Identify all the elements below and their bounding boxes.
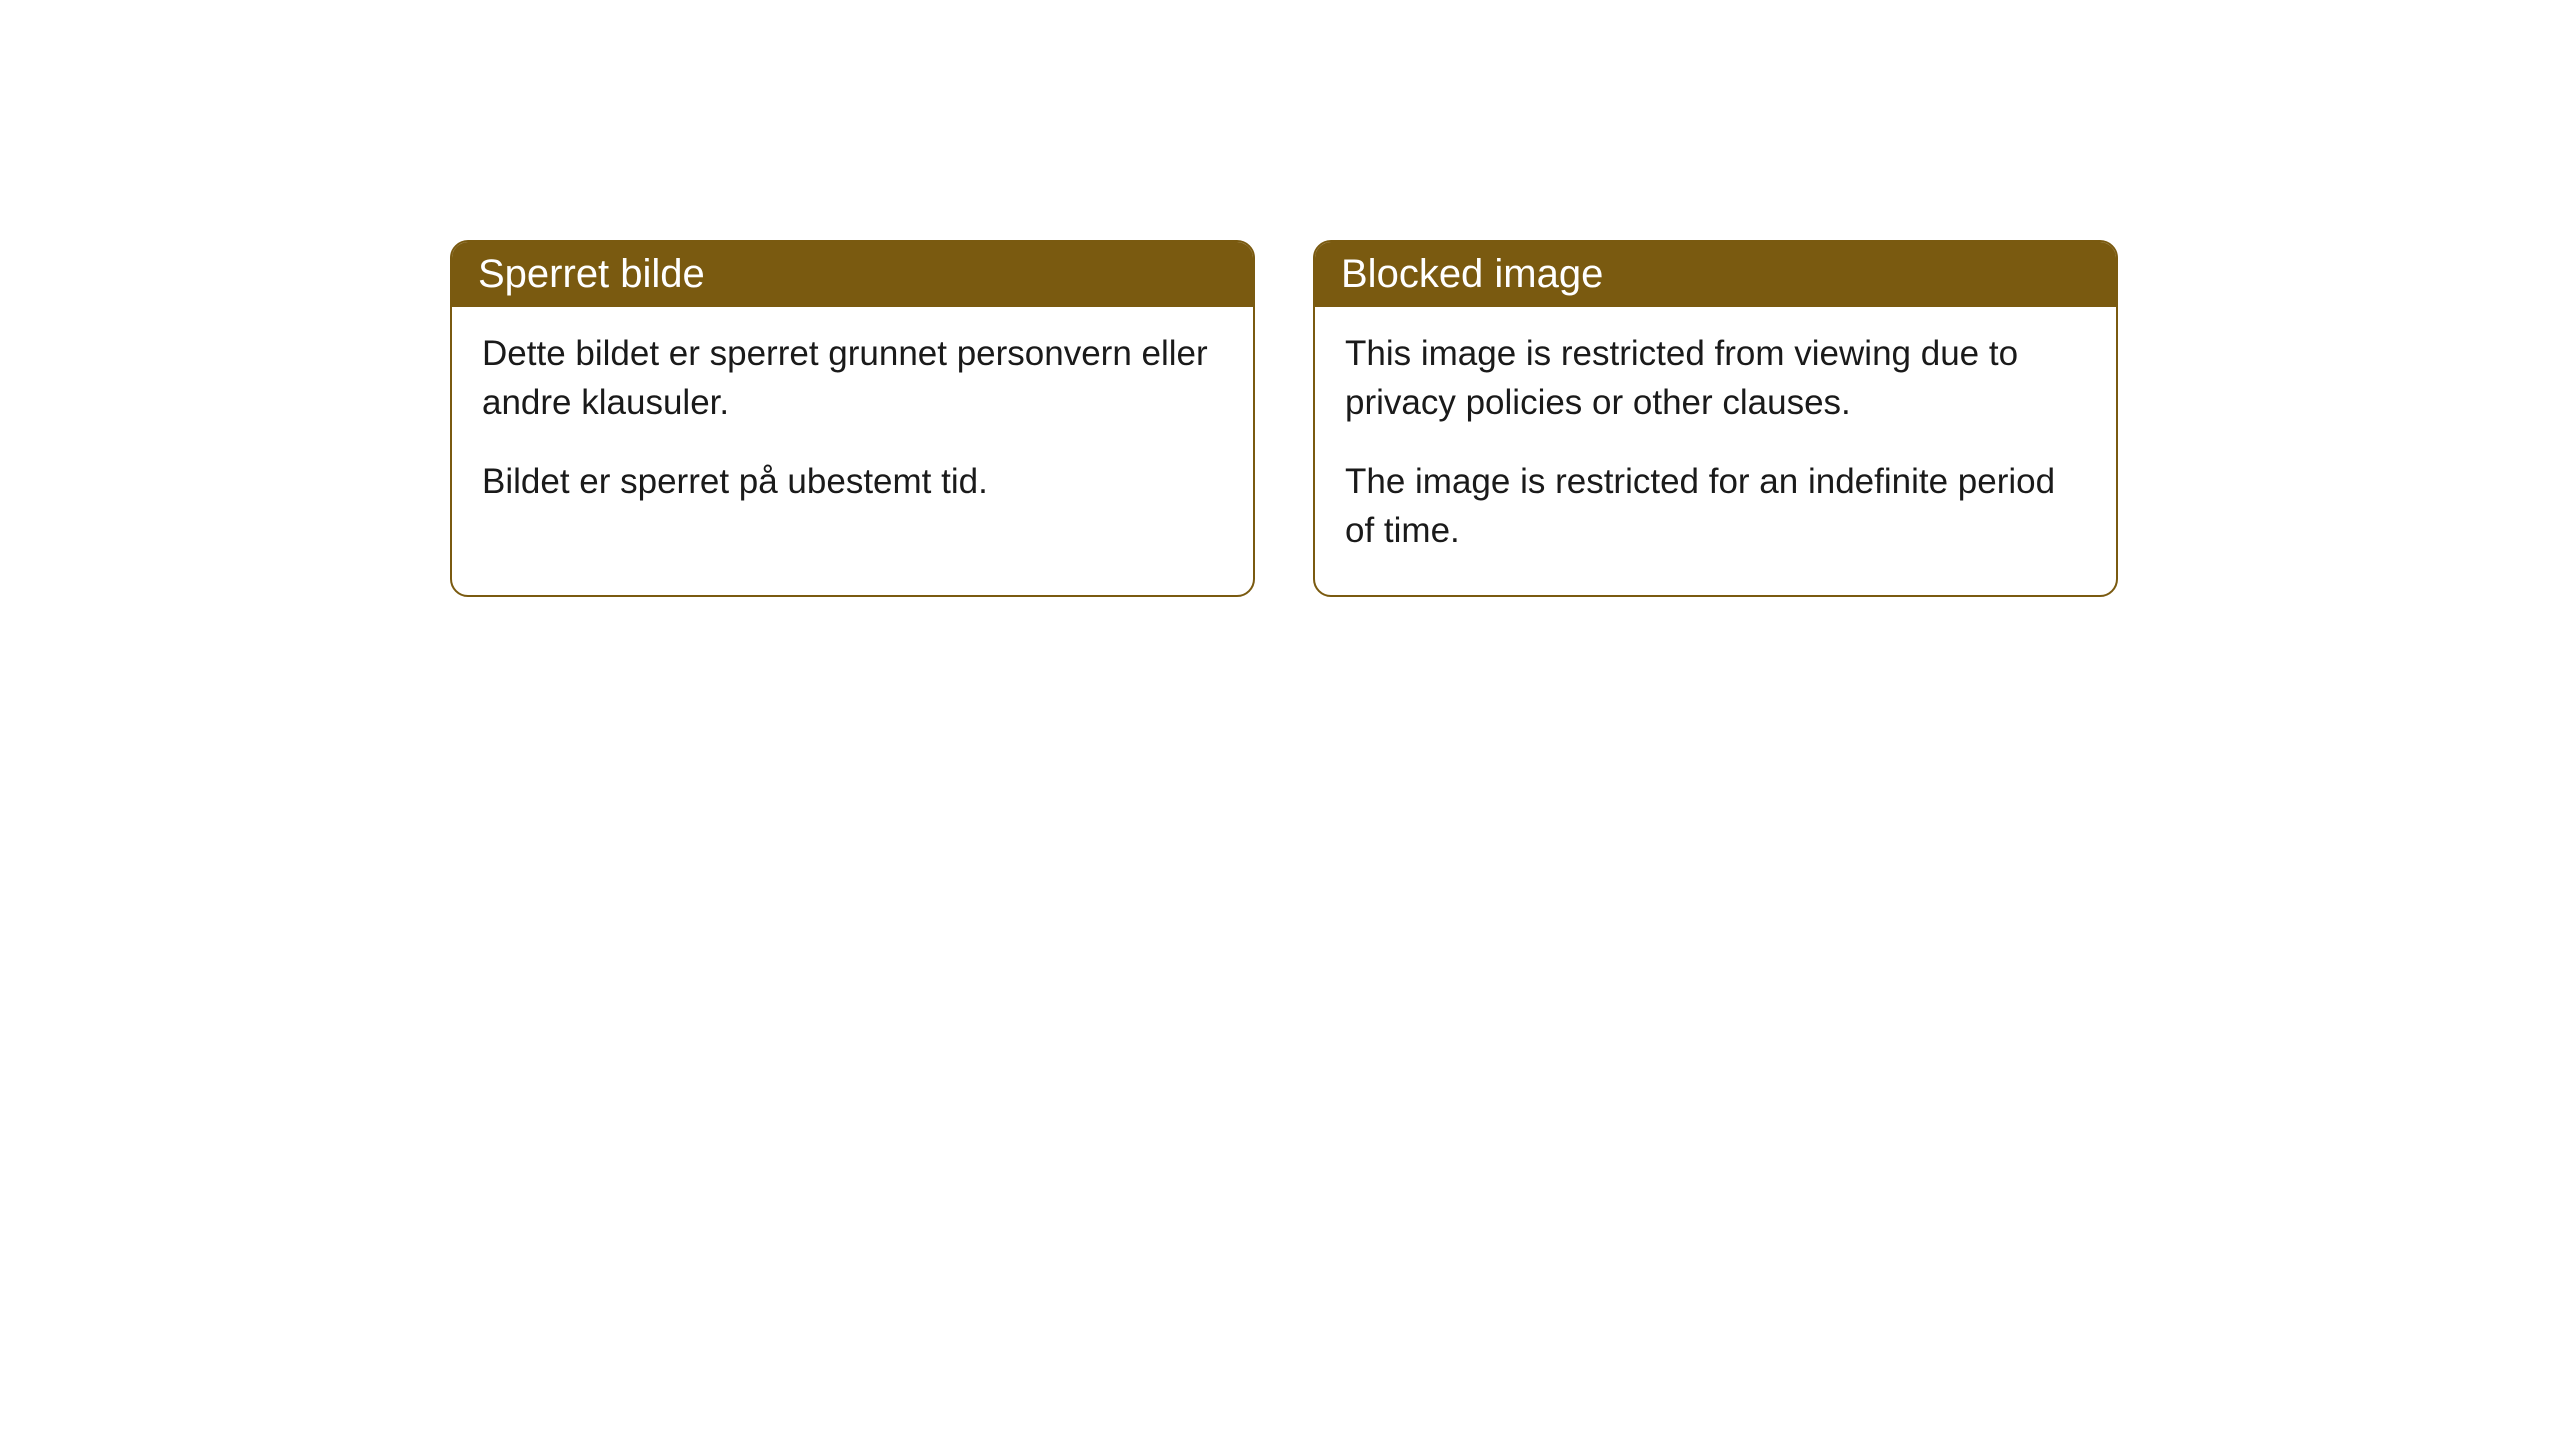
card-header-norwegian: Sperret bilde: [452, 242, 1253, 307]
card-paragraph1-norwegian: Dette bildet er sperret grunnet personve…: [482, 329, 1223, 427]
card-english: Blocked image This image is restricted f…: [1313, 240, 2118, 597]
card-body-norwegian: Dette bildet er sperret grunnet personve…: [452, 307, 1253, 546]
cards-container: Sperret bilde Dette bildet er sperret gr…: [450, 240, 2118, 597]
card-header-english: Blocked image: [1315, 242, 2116, 307]
card-paragraph2-english: The image is restricted for an indefinit…: [1345, 457, 2086, 555]
card-paragraph1-english: This image is restricted from viewing du…: [1345, 329, 2086, 427]
card-paragraph2-norwegian: Bildet er sperret på ubestemt tid.: [482, 457, 1223, 506]
card-body-english: This image is restricted from viewing du…: [1315, 307, 2116, 595]
card-title-norwegian: Sperret bilde: [478, 252, 705, 296]
card-norwegian: Sperret bilde Dette bildet er sperret gr…: [450, 240, 1255, 597]
card-title-english: Blocked image: [1341, 252, 1603, 296]
